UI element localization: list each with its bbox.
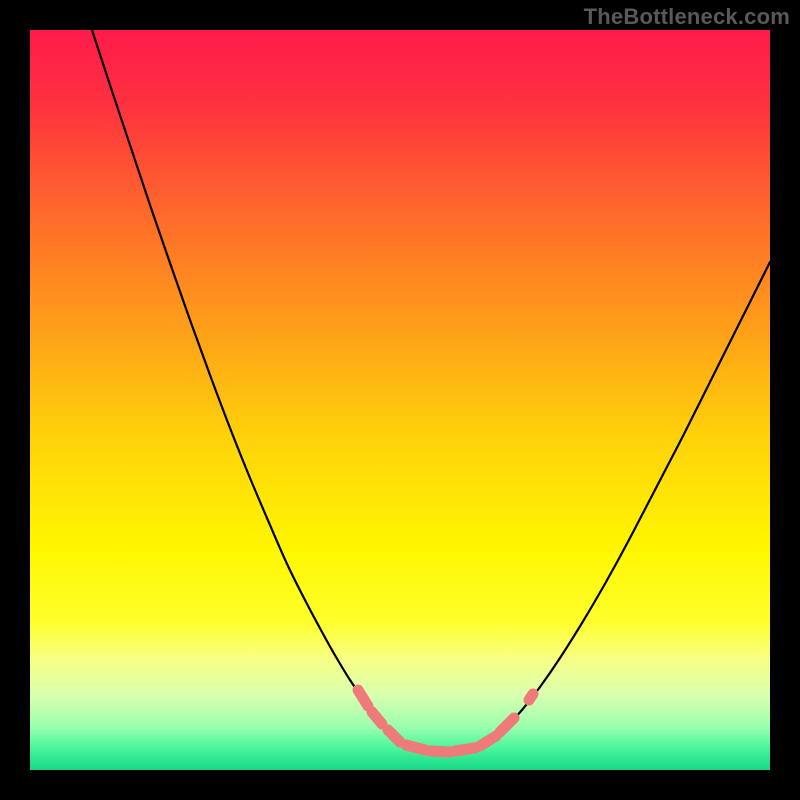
chart-frame: TheBottleneck.com bbox=[0, 0, 800, 800]
curve-marker bbox=[358, 690, 368, 706]
bottleneck-curve bbox=[92, 30, 770, 752]
plot-area bbox=[30, 30, 770, 770]
watermark-text: TheBottleneck.com bbox=[584, 4, 790, 30]
curve-markers bbox=[358, 690, 533, 752]
curve-marker bbox=[430, 751, 450, 752]
curve-marker bbox=[500, 718, 514, 732]
curve-marker bbox=[406, 745, 425, 750]
curve-marker bbox=[529, 694, 533, 700]
curve-overlay bbox=[30, 30, 770, 770]
curve-marker bbox=[388, 730, 400, 742]
curve-marker bbox=[480, 736, 496, 746]
curve-marker bbox=[372, 712, 382, 724]
curve-marker bbox=[455, 748, 475, 751]
